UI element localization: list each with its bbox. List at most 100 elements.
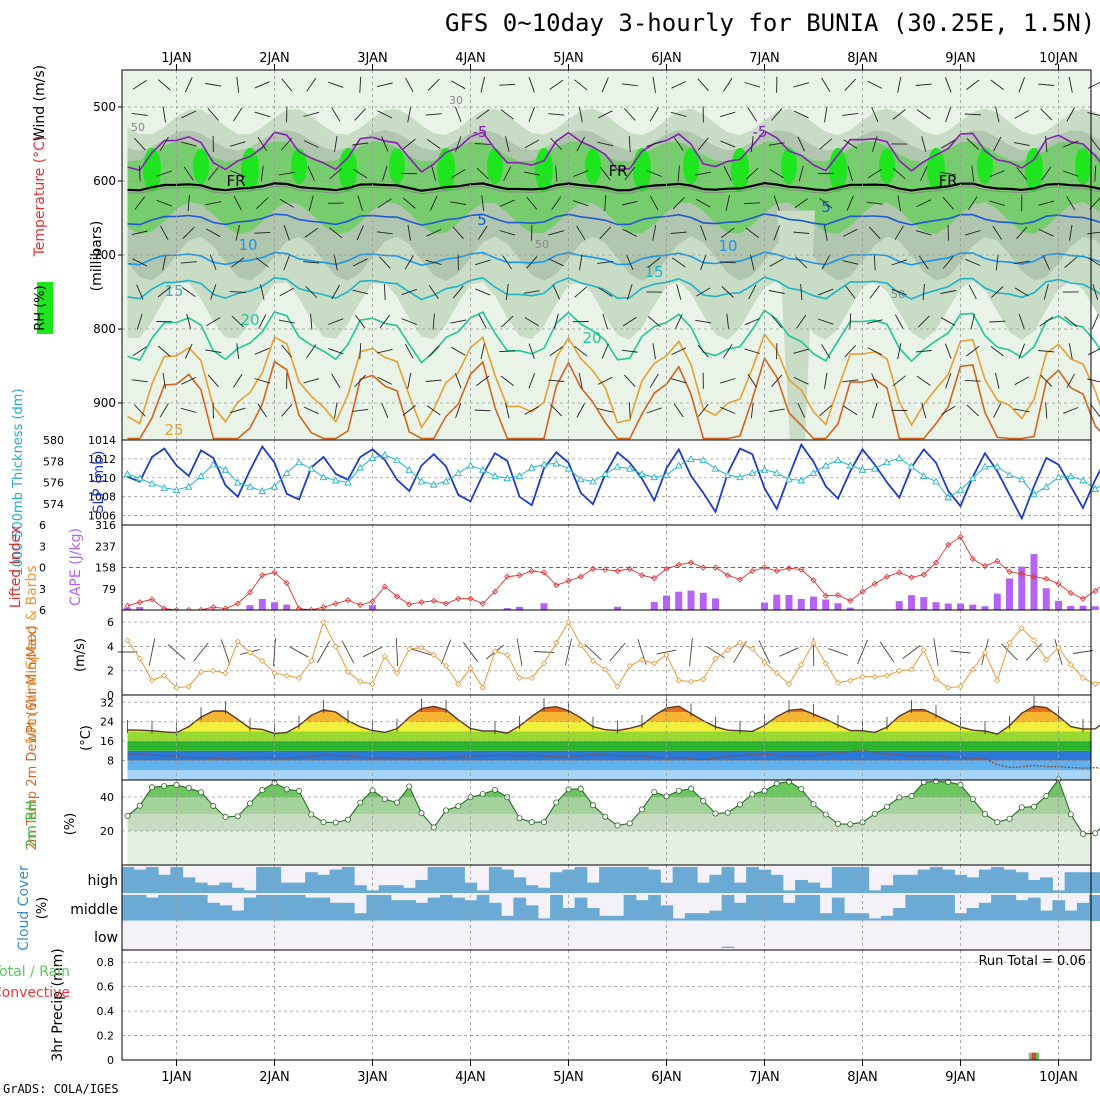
wind-barb [719,261,736,264]
wind-speed-point [124,637,131,644]
wind-barb [697,344,709,358]
lifted-index-point [1030,573,1038,580]
cloud-bar-middle [966,908,980,921]
wind-barb [1045,402,1048,419]
rh-max-cell [1075,148,1091,185]
lifted-index-point [479,600,486,607]
lifted-index-point [675,561,682,568]
wind-barb [673,403,684,418]
cape-bar [271,602,278,610]
wind-barb [233,195,242,211]
wind-barb [604,195,607,212]
wind-barb [505,284,509,300]
cloud-bar-high [537,887,551,893]
cape-bar [969,604,977,610]
thickness-point [809,468,818,476]
cloud-bar-middle [942,895,955,921]
wind-speed-point [773,670,780,677]
wind-barb [942,255,954,269]
cloud-bar-high [317,874,331,893]
wind-barb [968,196,978,211]
cloud-bar-high [329,869,343,893]
rh2m-label: 2m RH [24,800,40,847]
wind-barb [528,106,536,123]
rh-point [602,813,609,820]
wind-barb [750,402,754,419]
wind-barb [950,650,971,654]
cloud-unit: (%) [35,897,50,920]
cape-bar [283,604,291,610]
wind-barb [768,290,785,294]
wind-barb [793,348,810,354]
cloud-bar-high [415,880,429,893]
thickness-point [699,456,708,464]
cloud-bar-high [513,877,527,893]
wind-barb [184,77,193,93]
precip-tick-label: 0.8 [97,956,115,969]
thickness-point [123,470,132,477]
wind-barb [1039,316,1054,327]
wind-barb [254,347,270,355]
wind-barb [968,284,977,300]
wind-barb [578,106,583,123]
li-tick-label: 6 [39,519,46,532]
x-tick-label-top: 7JAN [749,51,780,66]
lifted-index-point [638,572,646,579]
cloud-layer-label: high [87,873,118,889]
lifted-index-point [834,592,842,599]
wind-barb [674,314,683,330]
thickness-point [1005,471,1014,479]
wind-barb [750,136,754,152]
cape-bar [981,606,989,610]
wind-barb [131,112,148,116]
wind-barb [646,407,662,414]
thickness-point [282,468,291,476]
wind-barb [407,372,412,389]
wind-barb [1094,165,1097,182]
rh-max-cell [487,148,503,185]
contour-label: 5 [477,211,487,229]
wind-barb [945,373,952,389]
contour-label: 25 [164,421,183,439]
wind-barb [915,230,932,236]
wind-barb [454,106,462,123]
wind-barb [528,343,535,359]
rh-point [969,796,976,803]
wind-barb [818,288,834,296]
wind-barb [902,645,921,659]
rh-point [406,783,413,790]
thickness-point [576,475,585,483]
contour-label: 50 [535,238,549,251]
thickness-point [613,462,622,470]
lifted-index-point [700,564,707,571]
rh-point [835,820,842,827]
y-tick-label: 600 [93,174,116,188]
wind-barb [842,379,859,383]
wind-speed-point [957,683,964,690]
wind-barb [310,313,313,330]
wind-barb [745,227,759,238]
lifted-index-point [565,577,572,585]
rh-point [124,812,131,819]
wind-barb [671,347,687,356]
wind-barb [564,638,573,666]
wind-barb [501,315,514,328]
wind-barb [1063,170,1079,177]
wind-barb [528,373,536,389]
wind-barb [236,343,240,360]
cloud-bar-high [733,882,747,893]
cloud-bar-middle [697,913,710,921]
cloud-bar-middle [145,897,159,921]
wind-barb [845,285,856,299]
freezing-level-shadow [127,185,1100,195]
wind-barb [597,110,613,119]
wind-barb [475,288,491,296]
panel-background [122,610,1091,695]
wind-barb [260,284,265,300]
wind-barb [376,348,393,354]
wind-barb [254,231,271,234]
wind-speed-point [1043,656,1050,663]
upper-air-rh-label: RH (%) [33,285,48,330]
wind-barb [1090,137,1100,151]
wind-barb [597,141,614,147]
